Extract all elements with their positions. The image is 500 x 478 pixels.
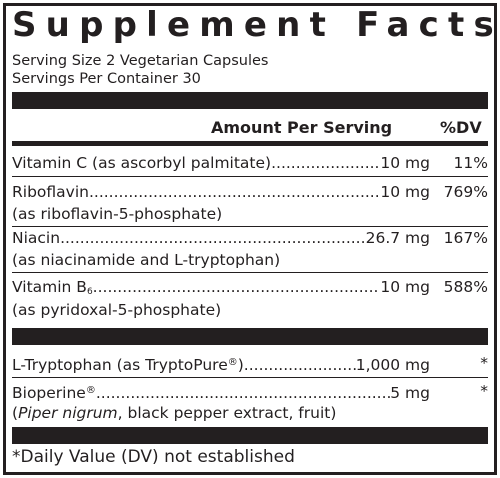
row-divider xyxy=(12,272,488,273)
source-open: ( xyxy=(12,404,19,422)
nutrient-source: (as riboflavin-5-phosphate) xyxy=(12,205,223,223)
ingredient-amount: 5 mg xyxy=(390,384,430,402)
medium-bar xyxy=(12,141,488,146)
serving-size: Serving Size 2 Vegetarian Capsules xyxy=(12,53,269,69)
footnote: *Daily Value (DV) not established xyxy=(12,447,295,467)
nutrient-dv: 769% xyxy=(443,183,488,201)
nutrient-amount: 10 mg xyxy=(380,183,430,201)
nutrient-amount: 26.7 mg xyxy=(365,229,430,247)
nutrient-name: Vitamin B6 xyxy=(12,276,93,298)
ingredient-name-text: L-Tryptophan (as TryptoPure xyxy=(12,356,228,374)
panel-title: Supplement Facts xyxy=(12,5,497,45)
supplement-facts-panel: Supplement Facts Serving Size 2 Vegetari… xyxy=(3,3,497,475)
source-rest: , black pepper extract, fruit) xyxy=(117,404,337,422)
thick-bar-middle xyxy=(12,328,488,345)
nutrient-name-text: Vitamin B xyxy=(12,278,87,296)
leader-dots xyxy=(93,276,381,298)
amount-per-serving-header: Amount Per Serving xyxy=(211,118,393,137)
ingredient-dv: * xyxy=(480,354,488,372)
row-divider xyxy=(12,176,488,177)
registered-mark: ® xyxy=(227,357,238,368)
thick-bar-top xyxy=(12,92,488,109)
nutrient-amount: 10 mg xyxy=(380,278,430,296)
nutrient-subscript: 6 xyxy=(86,287,93,297)
nutrient-row-vitamin-c: Vitamin C (as ascorbyl palmitate) 10 mg xyxy=(12,152,430,174)
thick-bar-bottom xyxy=(12,427,488,444)
row-divider xyxy=(12,377,488,378)
servings-per-container: Servings Per Container 30 xyxy=(12,71,201,87)
leader-dots xyxy=(271,152,380,174)
dv-header: %DV xyxy=(440,118,482,137)
nutrient-row-niacin: Niacin 26.7 mg xyxy=(12,227,430,249)
ingredient-source: (Piper nigrum, black pepper extract, fru… xyxy=(12,402,336,424)
nutrient-dv: 11% xyxy=(453,154,488,172)
nutrient-name: Riboflavin xyxy=(12,183,89,201)
nutrient-row-riboflavin: Riboflavin 10 mg xyxy=(12,181,430,203)
leader-dots xyxy=(89,181,380,203)
leader-dots xyxy=(244,354,356,374)
nutrient-name: Vitamin C (as ascorbyl palmitate) xyxy=(12,154,272,172)
ingredient-name: L-Tryptophan (as TryptoPure®) xyxy=(12,352,244,374)
nutrient-row-vitamin-b6: Vitamin B6 10 mg xyxy=(12,276,430,298)
nutrient-source: (as pyridoxal-5-phosphate) xyxy=(12,301,222,319)
ingredient-dv: * xyxy=(480,382,488,400)
ingredient-name-end: ) xyxy=(237,356,244,374)
leader-dots xyxy=(60,227,366,249)
ingredient-name-text: Bioperine xyxy=(12,384,86,402)
nutrient-source: (as niacinamide and L-tryptophan) xyxy=(12,251,281,269)
ingredient-amount: 1,000 mg xyxy=(355,356,430,374)
nutrient-name: Niacin xyxy=(12,229,61,247)
ingredient-row-l-tryptophan: L-Tryptophan (as TryptoPure®) 1,000 mg xyxy=(12,352,430,374)
registered-mark: ® xyxy=(85,385,96,396)
nutrient-amount: 10 mg xyxy=(380,154,430,172)
nutrient-dv: 167% xyxy=(443,229,488,247)
ingredient-name: Bioperine® xyxy=(12,380,96,402)
leader-dots xyxy=(96,382,390,402)
source-latin-name: Piper nigrum xyxy=(18,404,118,422)
ingredient-row-bioperine: Bioperine® 5 mg xyxy=(12,380,430,402)
nutrient-dv: 588% xyxy=(443,278,488,296)
